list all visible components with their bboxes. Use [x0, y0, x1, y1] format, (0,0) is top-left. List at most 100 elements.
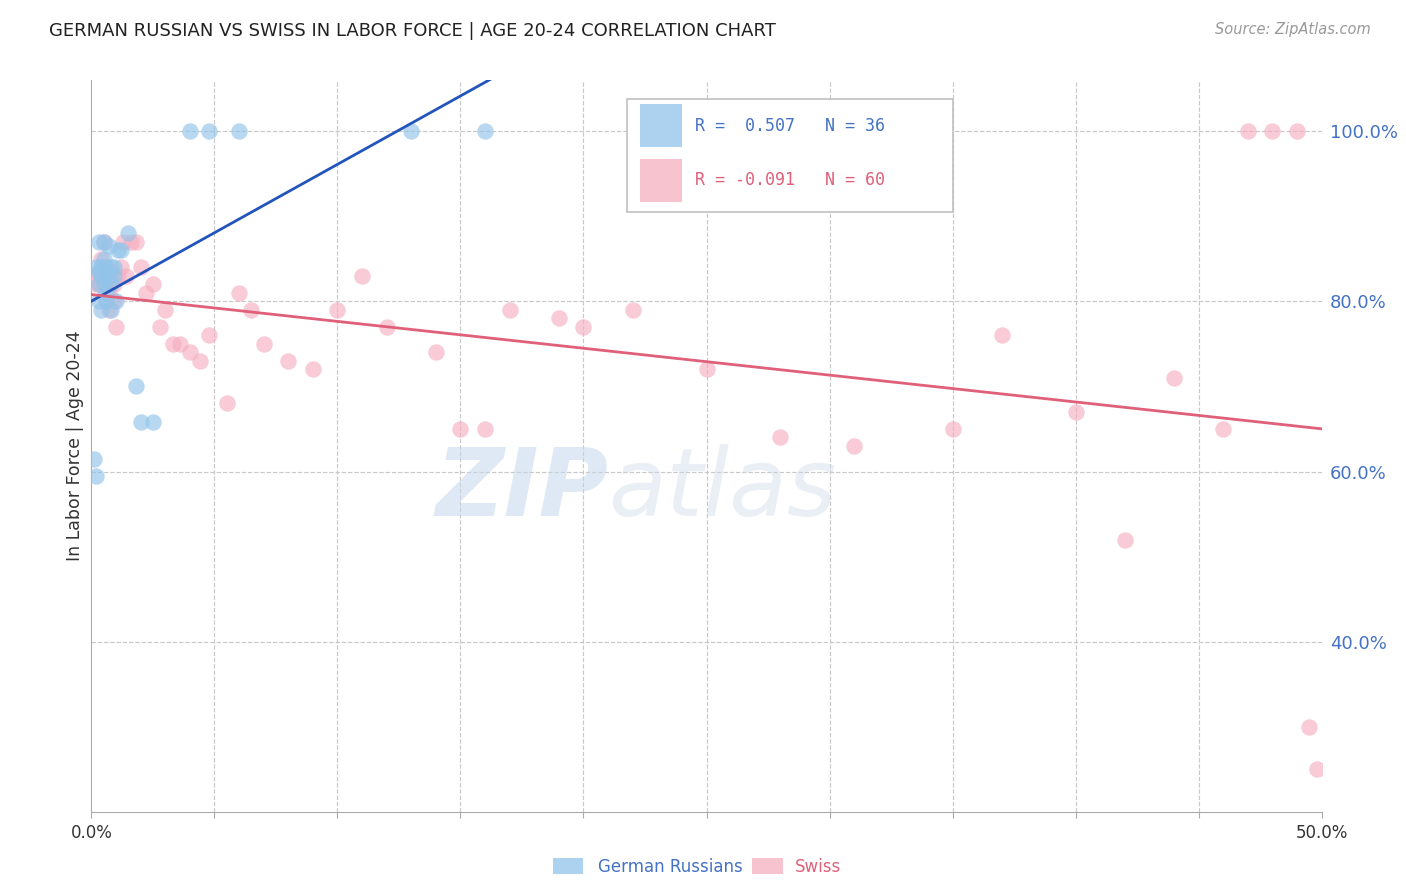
- Point: [97, 285, 120, 300]
- Point: [449, 422, 471, 436]
- Point: [96, 260, 117, 275]
- Point: [135, 285, 156, 300]
- Point: [90, 268, 112, 283]
- Point: [124, 379, 146, 393]
- Point: [188, 354, 211, 368]
- Point: [107, 244, 129, 258]
- Point: [96, 285, 117, 300]
- Point: [93, 235, 115, 249]
- Point: [87, 265, 110, 279]
- Point: [103, 277, 125, 292]
- Point: [96, 265, 117, 279]
- Point: [103, 260, 125, 275]
- Point: [124, 235, 146, 249]
- Point: [198, 124, 221, 138]
- Point: [129, 415, 152, 429]
- Point: [100, 277, 122, 292]
- Point: [87, 277, 110, 292]
- Point: [93, 260, 115, 275]
- Point: [169, 337, 191, 351]
- Point: [105, 294, 127, 309]
- Point: [100, 268, 122, 283]
- Text: German Russians: German Russians: [598, 858, 742, 876]
- Point: [1298, 720, 1320, 734]
- Point: [198, 328, 221, 343]
- Point: [149, 320, 172, 334]
- Point: [142, 277, 165, 292]
- Point: [1114, 533, 1136, 547]
- Point: [114, 268, 138, 283]
- Text: ZIP: ZIP: [436, 444, 607, 536]
- Point: [179, 124, 201, 138]
- Point: [572, 320, 595, 334]
- Point: [1237, 124, 1260, 138]
- Point: [83, 268, 105, 283]
- Point: [103, 294, 125, 309]
- Point: [97, 302, 120, 317]
- Point: [326, 302, 349, 317]
- Point: [179, 345, 201, 359]
- Point: [117, 227, 139, 241]
- Point: [100, 302, 122, 317]
- Point: [87, 294, 110, 309]
- Point: [105, 320, 127, 334]
- Point: [153, 302, 177, 317]
- Point: [86, 277, 108, 292]
- Point: [90, 252, 112, 266]
- Point: [96, 277, 117, 292]
- Point: [1305, 762, 1327, 776]
- Point: [93, 235, 115, 249]
- Point: [277, 354, 299, 368]
- Point: [695, 362, 717, 376]
- Y-axis label: In Labor Force | Age 20-24: In Labor Force | Age 20-24: [66, 331, 84, 561]
- Point: [83, 451, 105, 466]
- Point: [352, 268, 374, 283]
- Point: [86, 468, 108, 483]
- Point: [93, 277, 115, 292]
- Point: [110, 260, 132, 275]
- Point: [103, 268, 125, 283]
- Point: [375, 320, 398, 334]
- Point: [100, 260, 122, 275]
- Point: [93, 252, 115, 266]
- Point: [215, 396, 238, 410]
- Point: [1212, 422, 1234, 436]
- Point: [941, 422, 963, 436]
- Point: [87, 235, 110, 249]
- Point: [1163, 371, 1185, 385]
- Point: [1261, 124, 1284, 138]
- Point: [1064, 405, 1087, 419]
- Text: GERMAN RUSSIAN VS SWISS IN LABOR FORCE | AGE 20-24 CORRELATION CHART: GERMAN RUSSIAN VS SWISS IN LABOR FORCE |…: [49, 22, 776, 40]
- Text: Swiss: Swiss: [794, 858, 841, 876]
- Point: [547, 311, 569, 326]
- Point: [129, 260, 152, 275]
- Point: [96, 294, 117, 309]
- Point: [142, 415, 165, 429]
- Point: [425, 345, 447, 359]
- Point: [90, 302, 112, 317]
- Point: [842, 439, 865, 453]
- Point: [90, 260, 112, 275]
- Point: [399, 124, 422, 138]
- Point: [162, 337, 184, 351]
- Point: [228, 285, 250, 300]
- Point: [97, 239, 120, 253]
- Point: [110, 244, 132, 258]
- Point: [86, 260, 108, 275]
- Point: [1285, 124, 1308, 138]
- Point: [228, 124, 250, 138]
- Point: [498, 302, 520, 317]
- Point: [107, 268, 129, 283]
- Point: [120, 235, 142, 249]
- Text: Source: ZipAtlas.com: Source: ZipAtlas.com: [1215, 22, 1371, 37]
- Point: [990, 328, 1012, 343]
- Point: [87, 277, 110, 292]
- Point: [769, 430, 792, 444]
- Point: [301, 362, 323, 376]
- Point: [97, 268, 120, 283]
- Point: [474, 124, 496, 138]
- Point: [253, 337, 276, 351]
- Point: [474, 422, 496, 436]
- Point: [93, 277, 115, 292]
- Point: [621, 302, 644, 317]
